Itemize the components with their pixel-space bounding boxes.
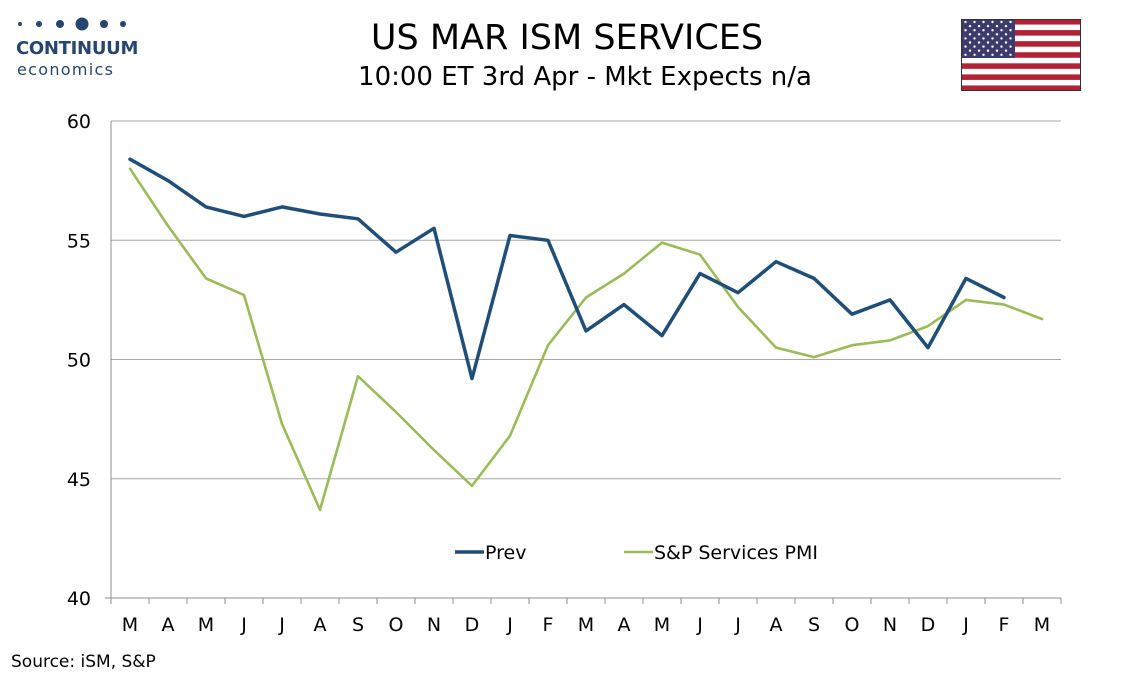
x-tick-label: S	[808, 614, 820, 636]
x-tick-label: O	[389, 614, 404, 636]
x-tick-label: J	[240, 614, 247, 636]
legend: Prev S&P Services PMI	[455, 542, 818, 564]
source-note: Source: iSM, S&P	[11, 652, 156, 672]
x-tick-label: F	[543, 614, 554, 636]
logo-tagline: economics	[17, 60, 115, 79]
x-tick-label: N	[883, 614, 897, 636]
x-tick-label: J	[962, 614, 969, 636]
x-tick-label: D	[465, 614, 480, 636]
x-tick-label: A	[162, 614, 175, 636]
series-line-prev	[128, 157, 1006, 381]
legend-label: Prev	[485, 542, 526, 564]
x-tick-label: S	[352, 614, 364, 636]
x-tick-label: J	[278, 614, 285, 636]
us-flag-icon	[961, 19, 1081, 91]
x-tick-label: M	[1034, 614, 1050, 636]
y-tick-label: 55	[67, 230, 91, 252]
x-tick-label: J	[734, 614, 741, 636]
x-tick-label: F	[999, 614, 1010, 636]
x-tick-label: M	[198, 614, 214, 636]
logo-name: CONTINUUM	[16, 38, 139, 59]
page-title: US MAR ISM SERVICES	[370, 18, 764, 58]
page-subtitle: 10:00 ET 3rd Apr - Mkt Expects n/a	[358, 62, 812, 92]
y-tick-label: 40	[67, 588, 91, 610]
x-tick-label: M	[654, 614, 670, 636]
series-layer	[128, 157, 1044, 512]
series-line-s-p-services-pmi	[128, 167, 1044, 512]
x-tick-label: N	[427, 614, 441, 636]
x-tick-label: A	[770, 614, 783, 636]
y-tick-label: 45	[67, 469, 91, 491]
x-tick-label: M	[578, 614, 594, 636]
x-tick-label: M	[122, 614, 138, 636]
x-tick-label: J	[696, 614, 703, 636]
y-tick-label: 60	[67, 111, 91, 133]
x-tick-label: D	[921, 614, 936, 636]
x-tick-label: J	[506, 614, 513, 636]
axis-layer: 40 45 50 55 60 M A M J J A S O N D J F M A M J J A S O N D J F M	[67, 111, 1062, 636]
y-tick-label: 50	[67, 350, 91, 372]
x-tick-label: O	[845, 614, 860, 636]
x-tick-label: A	[618, 614, 631, 636]
grid-layer	[111, 120, 1061, 480]
x-tick-label: A	[314, 614, 327, 636]
legend-label: S&P Services PMI	[654, 542, 818, 564]
logo-dots-icon	[18, 17, 126, 31]
